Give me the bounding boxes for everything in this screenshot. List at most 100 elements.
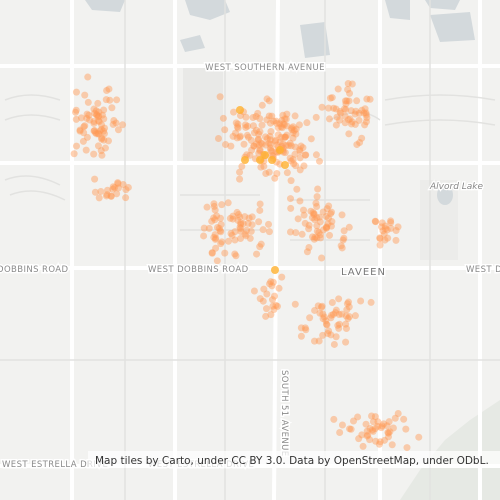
point xyxy=(385,418,393,426)
point xyxy=(248,221,256,229)
point xyxy=(277,123,285,131)
point xyxy=(322,224,330,232)
point xyxy=(205,224,213,232)
point xyxy=(95,130,103,138)
point xyxy=(383,422,391,430)
point xyxy=(106,96,114,104)
point xyxy=(233,123,241,131)
point xyxy=(70,150,78,158)
point xyxy=(232,252,240,260)
point xyxy=(97,147,105,155)
point xyxy=(323,224,331,232)
point xyxy=(248,146,256,154)
point xyxy=(327,331,335,339)
point xyxy=(300,211,308,219)
point xyxy=(240,140,248,148)
point xyxy=(119,180,127,188)
point xyxy=(236,106,244,114)
point xyxy=(351,120,359,128)
point xyxy=(332,306,340,314)
point xyxy=(256,147,264,155)
point xyxy=(356,139,364,147)
point xyxy=(347,120,355,128)
road-label: WEST SOUTHERN AVENUE xyxy=(205,63,325,73)
point xyxy=(310,211,318,219)
road-label: SOUTH 51 AVENUE xyxy=(279,370,289,457)
point xyxy=(342,320,350,328)
point xyxy=(212,244,220,252)
point xyxy=(224,199,232,207)
point xyxy=(208,249,216,257)
point xyxy=(258,101,266,109)
point xyxy=(81,122,89,130)
point xyxy=(287,142,295,150)
point xyxy=(338,310,346,318)
point xyxy=(262,312,270,320)
point xyxy=(72,88,80,96)
point xyxy=(378,219,386,227)
point xyxy=(91,188,99,196)
point xyxy=(101,144,109,152)
point xyxy=(249,122,257,130)
point xyxy=(213,257,221,265)
point xyxy=(236,168,244,176)
point xyxy=(90,150,98,158)
point xyxy=(114,126,122,134)
point xyxy=(229,212,237,220)
point xyxy=(369,427,377,435)
point xyxy=(358,134,366,142)
point xyxy=(222,140,230,148)
point xyxy=(359,442,367,450)
point xyxy=(286,139,294,147)
point xyxy=(276,146,284,154)
point xyxy=(208,249,216,257)
point xyxy=(211,216,219,224)
point xyxy=(105,85,113,93)
point xyxy=(101,124,109,132)
point xyxy=(72,142,80,150)
point xyxy=(85,111,93,119)
point xyxy=(347,425,355,433)
point xyxy=(362,118,370,126)
point xyxy=(311,233,319,241)
point xyxy=(337,109,345,117)
point xyxy=(291,112,299,120)
point xyxy=(216,93,224,101)
point xyxy=(268,282,276,290)
point xyxy=(377,223,385,231)
point xyxy=(282,115,290,123)
point xyxy=(227,229,235,237)
point xyxy=(271,266,279,274)
point xyxy=(257,240,265,248)
point xyxy=(301,324,309,332)
point xyxy=(239,220,247,228)
point xyxy=(103,86,111,94)
point xyxy=(328,94,336,102)
point xyxy=(234,124,242,132)
point xyxy=(268,147,276,155)
point xyxy=(255,130,263,138)
point xyxy=(267,278,275,286)
point xyxy=(91,127,99,135)
point xyxy=(313,214,321,222)
point xyxy=(327,222,335,230)
point xyxy=(353,97,361,105)
point xyxy=(344,116,352,124)
point xyxy=(328,311,336,319)
point xyxy=(328,218,336,226)
point xyxy=(86,116,94,124)
point xyxy=(297,332,305,340)
point xyxy=(319,315,327,323)
point xyxy=(95,118,103,126)
point xyxy=(267,146,275,154)
point xyxy=(227,142,235,150)
point xyxy=(306,314,314,322)
point xyxy=(255,141,263,149)
point xyxy=(341,112,349,120)
point xyxy=(211,206,219,214)
point xyxy=(313,227,321,235)
point xyxy=(372,218,380,226)
point xyxy=(288,126,296,134)
point xyxy=(368,412,376,420)
